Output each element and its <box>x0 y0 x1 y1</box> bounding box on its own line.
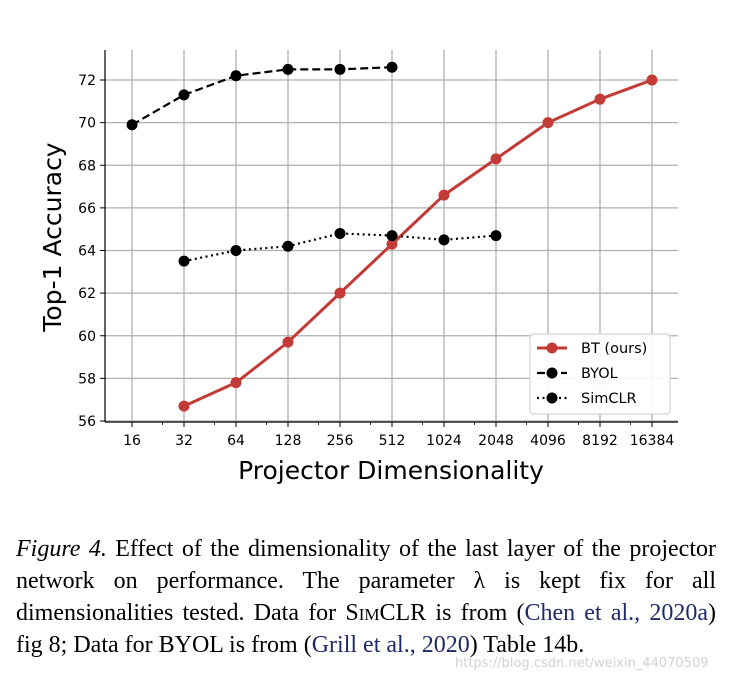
y-tick-label: 56 <box>78 414 96 430</box>
caption-text-2: is from ( <box>426 600 525 626</box>
y-tick-label: 72 <box>78 73 96 89</box>
y-tick-label: 70 <box>78 116 96 132</box>
y-tick-label: 68 <box>78 158 96 174</box>
data-point-bt-ours <box>282 336 294 348</box>
legend-label-byol: BYOL <box>581 366 618 382</box>
x-tick-label: 512 <box>379 433 406 449</box>
data-point-simclr <box>178 255 190 267</box>
data-point-byol <box>126 119 138 131</box>
legend-box <box>529 333 671 415</box>
legend-label-simclr: SimCLR <box>581 391 637 407</box>
legend-marker-byol <box>546 367 558 379</box>
data-point-bt-ours <box>646 74 658 86</box>
x-axis-label: Projector Dimensionality <box>238 456 544 485</box>
caption-simclr: SimCLR <box>345 600 427 626</box>
series-group <box>126 61 658 412</box>
figure-caption: Figure 4. Effect of the dimensionality o… <box>16 533 716 661</box>
data-point-bt-ours <box>542 117 554 129</box>
y-tick-label: 60 <box>78 329 96 345</box>
caption-text-1: Effect of the dimensionality of the last… <box>16 536 716 626</box>
data-point-bt-ours <box>334 287 346 299</box>
x-tick-label: 256 <box>327 433 354 449</box>
watermark: https://blog.csdn.net/weixin_44070509 <box>455 656 709 671</box>
data-point-simclr <box>438 234 450 246</box>
data-point-bt-ours <box>594 93 606 105</box>
data-point-simclr <box>282 240 294 252</box>
legend-marker-simclr <box>546 392 558 404</box>
x-tick-label: 16 <box>123 433 141 449</box>
legend-marker-bt-ours <box>546 342 558 354</box>
x-tick-label: 32 <box>175 433 193 449</box>
data-point-bt-ours <box>178 400 190 412</box>
series-line-byol <box>131 66 393 126</box>
data-point-simclr <box>334 227 346 239</box>
accuracy-chart: 16 32 64 128 256 512 1024 2048 4096 8192 16384 56 58… <box>38 50 678 485</box>
x-tick-label: 64 <box>227 433 245 449</box>
y-tick-label: 62 <box>78 286 96 302</box>
data-point-bt-ours <box>230 377 242 389</box>
y-tick-label: 58 <box>78 371 96 387</box>
citation-grill-link[interactable]: Grill et al., 2020 <box>311 632 470 658</box>
legend-label-bt-ours: BT (ours) <box>581 341 647 357</box>
y-tick-label: 66 <box>78 201 96 217</box>
citation-chen-link[interactable]: Chen et al., 2020a <box>524 600 709 626</box>
data-point-simclr <box>386 230 398 242</box>
data-point-simclr <box>490 230 502 242</box>
y-tick-label: 64 <box>78 244 96 260</box>
data-point-simclr <box>230 245 242 256</box>
legend: BT (ours) BYOL SimCLR <box>529 333 671 415</box>
data-point-byol <box>334 63 346 75</box>
caption-figure-label: Figure 4. <box>16 536 107 562</box>
data-point-byol <box>178 89 190 101</box>
axis-ticks: 16 32 64 128 256 512 1024 2048 4096 8192 16384 56 58… <box>78 73 674 449</box>
y-axis-label: Top-1 Accuracy <box>38 142 67 332</box>
data-point-bt-ours <box>386 238 398 250</box>
x-tick-label: 4096 <box>530 433 566 449</box>
series-line-bt-ours <box>183 78 653 408</box>
x-tick-label: 2048 <box>478 433 514 449</box>
data-point-bt-ours <box>438 189 450 201</box>
caption-text-3: ) fig 8; Data for BYOL is from ( <box>16 600 717 658</box>
x-tick-label: 16384 <box>630 433 675 449</box>
caption-text-4: ) Table 14b. <box>469 632 585 658</box>
x-tick-label: 128 <box>275 433 302 449</box>
data-point-byol <box>386 61 398 73</box>
x-tick-label: 1024 <box>426 433 462 449</box>
data-point-bt-ours <box>490 153 502 165</box>
x-tick-label: 8192 <box>582 433 618 449</box>
data-point-byol <box>282 63 294 75</box>
data-point-byol <box>230 70 242 82</box>
